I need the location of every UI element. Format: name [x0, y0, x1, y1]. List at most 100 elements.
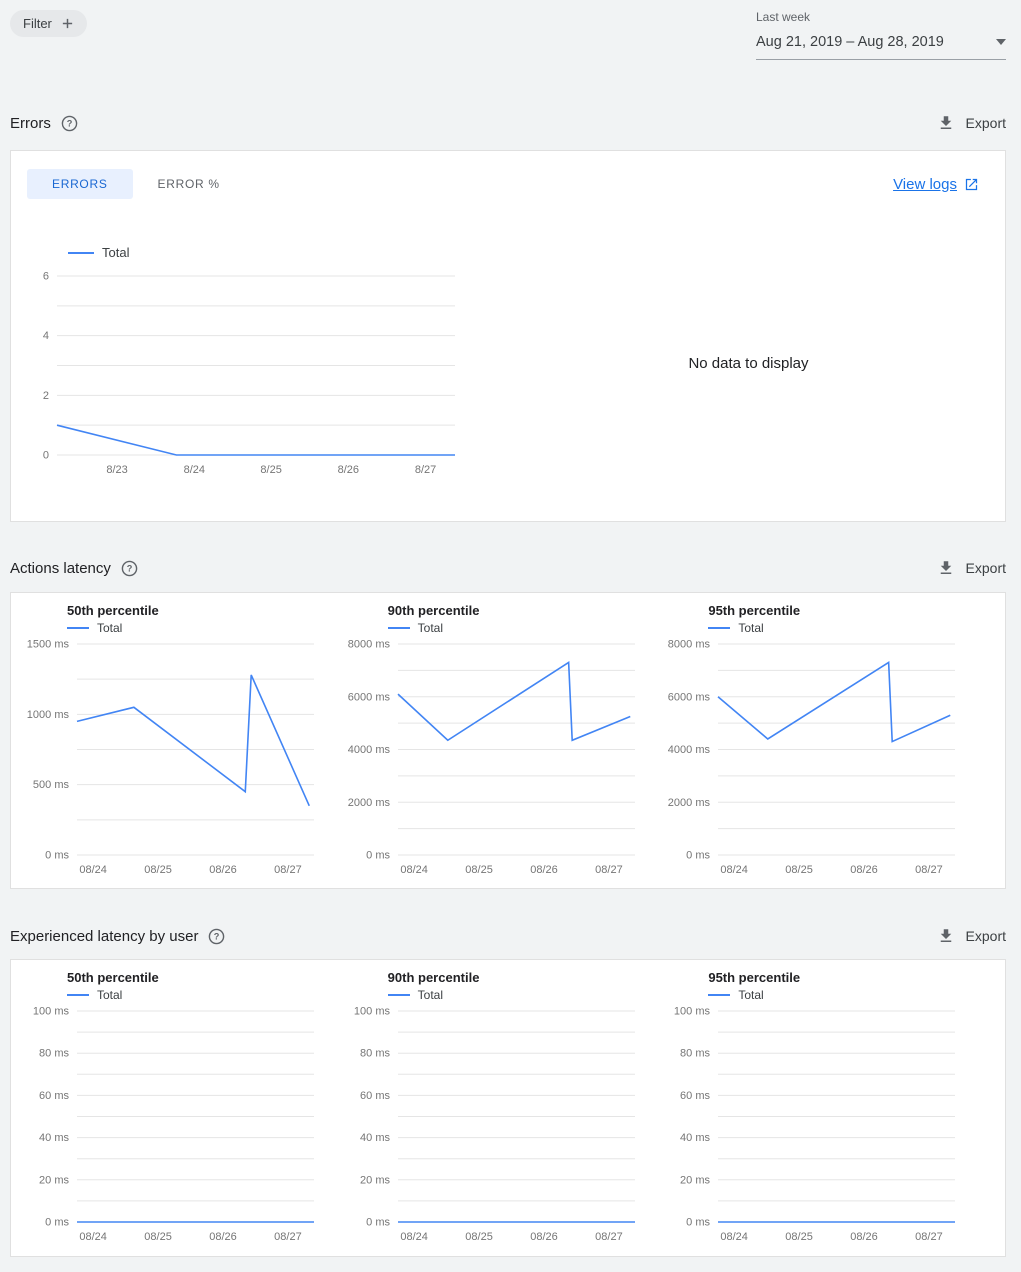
- legend-swatch: [67, 627, 89, 629]
- svg-text:6: 6: [43, 271, 49, 283]
- chart-legend: Total: [387, 988, 669, 1002]
- chart-title: 50th percentile: [67, 970, 159, 985]
- svg-text:40 ms: 40 ms: [360, 1132, 390, 1144]
- download-icon: [940, 116, 951, 129]
- svg-text:0 ms: 0 ms: [45, 1217, 69, 1229]
- chart-legend: Total: [708, 621, 989, 635]
- svg-text:08/27: 08/27: [595, 864, 623, 876]
- svg-text:08/24: 08/24: [79, 864, 107, 876]
- experienced-latency-export-button[interactable]: Export: [937, 927, 1006, 945]
- svg-text:08/24: 08/24: [400, 864, 428, 876]
- svg-text:?: ?: [214, 931, 220, 941]
- errors-chart: 0 2 4 6 8/23 8/24 8/25 8/26 8/27: [27, 268, 467, 481]
- svg-text:20 ms: 20 ms: [360, 1174, 390, 1186]
- legend-label: Total: [97, 988, 123, 1002]
- svg-text:1500 ms: 1500 ms: [27, 639, 69, 651]
- actions-latency-p50-chart: 0 ms 500 ms 1000 ms 1500 ms 08/24 08/25 08/26 0…: [27, 636, 348, 881]
- svg-text:8/25: 8/25: [260, 464, 281, 476]
- chart-title: 90th percentile: [387, 603, 480, 618]
- actions-latency-p95-chart: 0 ms 2000 ms 4000 ms 6000 ms 8000 ms 08/24 08/…: [668, 636, 989, 881]
- chart-column: 50th percentile Total 0 ms 500 ms 1000 ms 1…: [27, 603, 348, 883]
- actions-latency-card: 50th percentile Total 0 ms 500 ms 1000 ms 1…: [10, 592, 1006, 889]
- date-preset-label: Last week: [756, 10, 811, 24]
- svg-text:4000 ms: 4000 ms: [348, 744, 390, 756]
- no-data-message: No data to display: [688, 354, 809, 372]
- export-label: Export: [965, 560, 1006, 576]
- chart-column: 90th percentile Total 0 ms 2000 ms 4000 ms…: [348, 603, 669, 883]
- help-icon[interactable]: ?: [208, 928, 225, 945]
- svg-text:80 ms: 80 ms: [39, 1048, 69, 1060]
- actions-latency-section-title: Actions latency: [10, 559, 111, 577]
- svg-text:08/26: 08/26: [851, 864, 879, 876]
- legend-swatch: [708, 627, 731, 629]
- chart-title: 95th percentile: [708, 970, 801, 985]
- svg-text:0 ms: 0 ms: [366, 850, 390, 862]
- svg-text:6000 ms: 6000 ms: [668, 691, 710, 703]
- actions-latency-section-header: Actions latency ? Export: [10, 555, 1006, 581]
- svg-text:08/25: 08/25: [786, 864, 814, 876]
- errors-export-button[interactable]: Export: [937, 114, 1006, 132]
- chart-title: 95th percentile: [708, 603, 801, 618]
- errors-tabs: ERRORS ERROR % View logs: [27, 169, 989, 199]
- help-icon[interactable]: ?: [121, 560, 138, 577]
- chart-title: 90th percentile: [387, 970, 480, 985]
- errors-section-title: Errors: [10, 114, 51, 132]
- svg-text:08/25: 08/25: [786, 1231, 814, 1243]
- svg-text:08/24: 08/24: [400, 1231, 428, 1243]
- svg-text:2000 ms: 2000 ms: [348, 797, 390, 809]
- svg-text:60 ms: 60 ms: [680, 1090, 710, 1102]
- svg-text:08/25: 08/25: [465, 1231, 493, 1243]
- errors-card: ERRORS ERROR % View logs Total 0 2 4 6 8/23 8…: [10, 150, 1006, 522]
- svg-text:08/25: 08/25: [144, 864, 172, 876]
- experienced-latency-card: 50th percentile Total 0 ms 20 ms 40 ms 60 m…: [10, 959, 1006, 1257]
- legend-swatch: [387, 627, 410, 629]
- svg-text:08/27: 08/27: [595, 1231, 623, 1243]
- export-label: Export: [965, 928, 1006, 944]
- tab-error-percent[interactable]: ERROR %: [133, 169, 245, 199]
- svg-text:08/24: 08/24: [721, 864, 749, 876]
- svg-text:08/25: 08/25: [144, 1231, 172, 1243]
- legend-swatch: [708, 994, 731, 996]
- chart-column: 95th percentile Total 0 ms 20 ms 40 ms 60 m…: [668, 970, 989, 1251]
- svg-text:20 ms: 20 ms: [39, 1174, 69, 1186]
- chart-title: 50th percentile: [67, 603, 159, 618]
- help-icon[interactable]: ?: [61, 115, 78, 132]
- svg-text:1000 ms: 1000 ms: [27, 709, 69, 721]
- download-icon: [940, 929, 951, 942]
- svg-text:80 ms: 80 ms: [680, 1048, 710, 1060]
- svg-text:40 ms: 40 ms: [39, 1132, 69, 1144]
- svg-text:500 ms: 500 ms: [33, 779, 70, 791]
- svg-text:08/24: 08/24: [79, 1231, 107, 1243]
- experienced-latency-p90-chart: 0 ms 20 ms 40 ms 60 ms 80 ms 100 ms 08/24 08/25…: [348, 1003, 669, 1248]
- chart-column: 50th percentile Total 0 ms 20 ms 40 ms 60 m…: [27, 970, 348, 1251]
- view-logs-label: View logs: [893, 175, 957, 193]
- view-logs-link[interactable]: View logs: [893, 176, 979, 193]
- download-icon: [940, 561, 951, 574]
- svg-text:08/27: 08/27: [916, 1231, 944, 1243]
- errors-section-header: Errors ? Export: [10, 110, 1006, 136]
- filter-label: Filter: [23, 16, 52, 31]
- svg-text:0 ms: 0 ms: [687, 1217, 711, 1229]
- svg-text:80 ms: 80 ms: [360, 1048, 390, 1060]
- errors-chart-legend: Total: [68, 245, 508, 260]
- svg-text:100 ms: 100 ms: [33, 1006, 70, 1018]
- svg-text:08/27: 08/27: [274, 864, 302, 876]
- date-range-picker[interactable]: Last week Aug 21, 2019 – Aug 28, 2019: [756, 10, 1006, 60]
- export-label: Export: [965, 115, 1006, 131]
- svg-text:100 ms: 100 ms: [354, 1006, 391, 1018]
- svg-text:20 ms: 20 ms: [680, 1174, 710, 1186]
- svg-text:08/24: 08/24: [721, 1231, 749, 1243]
- experienced-latency-section-title: Experienced latency by user: [10, 927, 199, 945]
- actions-latency-export-button[interactable]: Export: [937, 559, 1006, 577]
- svg-text:?: ?: [127, 563, 133, 573]
- svg-text:40 ms: 40 ms: [680, 1132, 710, 1144]
- svg-text:4000 ms: 4000 ms: [668, 744, 710, 756]
- plus-icon: [62, 18, 73, 29]
- legend-swatch: [67, 994, 89, 996]
- svg-text:60 ms: 60 ms: [39, 1090, 69, 1102]
- filter-chip[interactable]: Filter: [10, 10, 87, 37]
- svg-text:2: 2: [43, 390, 49, 402]
- svg-text:8000 ms: 8000 ms: [668, 639, 710, 651]
- tab-errors[interactable]: ERRORS: [27, 169, 133, 199]
- experienced-latency-p95-chart: 0 ms 20 ms 40 ms 60 ms 80 ms 100 ms 08/24 08/25…: [668, 1003, 989, 1248]
